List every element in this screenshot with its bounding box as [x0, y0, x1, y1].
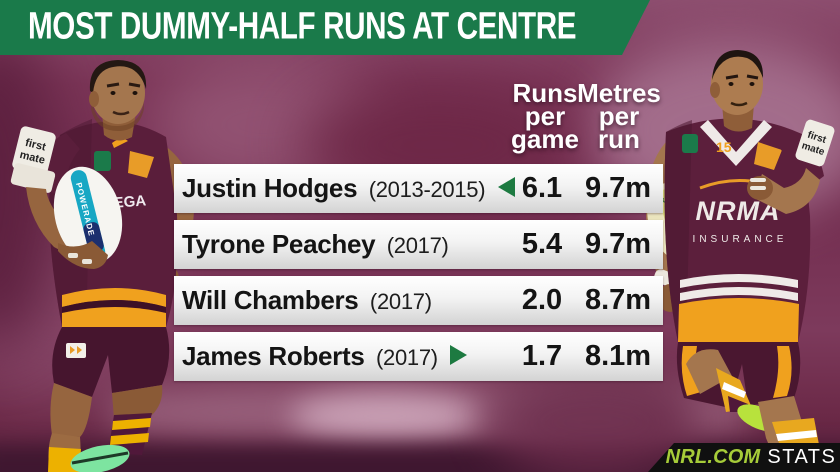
stats-table: Justin Hodges (2013-2015) 6.1 9.7m Tyron… — [174, 164, 663, 388]
player-name: Justin Hodges — [182, 173, 358, 203]
table-row-tyrone-peachey: Tyrone Peachey (2017) 5.4 9.7m — [174, 220, 663, 269]
stats-label: STATS — [767, 446, 837, 468]
player-years: (2017) — [386, 233, 449, 258]
hair — [89, 60, 147, 93]
player-years: (2017) — [369, 289, 432, 314]
runs-per-game-value: 5.4 — [521, 228, 563, 260]
table-row-justin-hodges: Justin Hodges (2013-2015) 6.1 9.7m — [174, 164, 663, 213]
hoarding-blur-text — [290, 393, 480, 439]
nike-swoosh-icon — [112, 138, 128, 148]
table-row-will-chambers: Will Chambers (2017) 2.0 8.7m — [174, 276, 663, 325]
nrl-stats-banner: NRL.COM STATS — [648, 443, 840, 472]
player-years: (2017) — [375, 345, 438, 370]
metres-per-run-value: 9.7m — [584, 172, 652, 204]
page-title: MOST DUMMY-HALF RUNS AT CENTRE — [28, 5, 577, 48]
metres-per-run-value: 8.7m — [584, 284, 652, 316]
right-jersey-sponsor-sub-text: INSURANCE — [693, 234, 788, 245]
player-name: Tyrone Peachey — [182, 229, 376, 259]
runs-per-game-value: 1.7 — [521, 340, 563, 372]
nrl-badge-icon — [94, 151, 111, 171]
runs-per-game-value: 2.0 — [521, 284, 563, 316]
sleeve-sponsor-patch: first mate — [795, 119, 835, 167]
player-name: Will Chambers — [182, 285, 359, 315]
player-name: James Roberts — [182, 341, 365, 371]
title-banner: MOST DUMMY-HALF RUNS AT CENTRE — [0, 0, 650, 55]
column-header-line: run — [598, 124, 640, 154]
player-years: (2013-2015) — [368, 177, 486, 202]
column-header-metres-per-run: Metres per run — [569, 80, 669, 154]
broncos-logo-icon — [128, 151, 154, 178]
nrl-badge-icon — [682, 134, 698, 153]
jersey-number: 15 — [716, 139, 732, 155]
metres-per-run-value: 8.1m — [584, 340, 652, 372]
nrl-com-logo: NRL.COM — [665, 446, 761, 468]
runs-per-game-value: 6.1 — [521, 172, 563, 204]
table-row-james-roberts: James Roberts (2017) 1.7 8.1m — [174, 332, 663, 381]
metres-per-run-value: 9.7m — [584, 228, 652, 260]
pointer-right-icon — [450, 345, 468, 365]
